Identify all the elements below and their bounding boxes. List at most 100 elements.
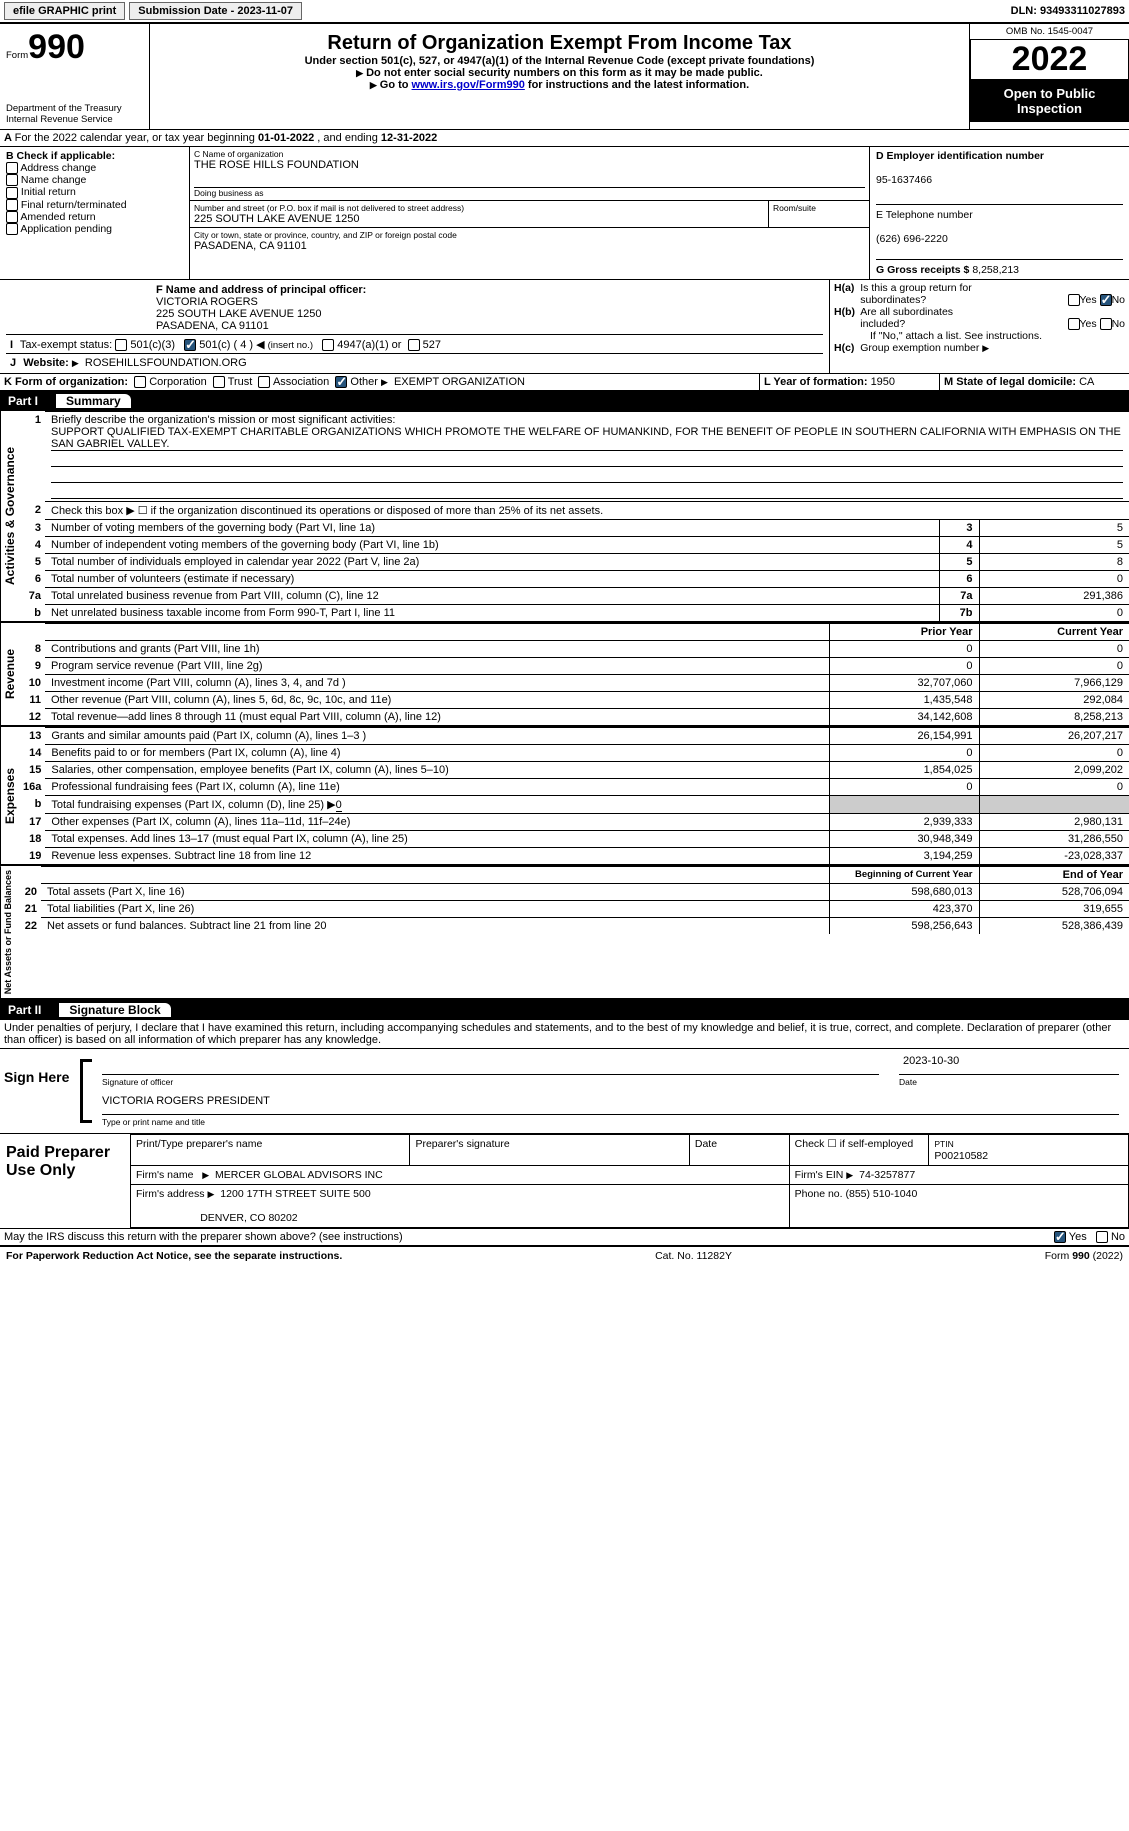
discuss-no[interactable] xyxy=(1096,1231,1108,1243)
jurat-text: Under penalties of perjury, I declare th… xyxy=(0,1020,1129,1049)
part2-header: Part II Signature Block xyxy=(0,1000,1129,1020)
officer-addr1: 225 SOUTH LAKE AVENUE 1250 xyxy=(156,308,322,320)
chk-assoc[interactable] xyxy=(258,376,270,388)
ein-value: 95-1637466 xyxy=(876,174,932,186)
row-3: 3Number of voting members of the governi… xyxy=(19,520,1129,537)
footer: For Paperwork Reduction Act Notice, see … xyxy=(0,1245,1129,1265)
row-7b: bNet unrelated business taxable income f… xyxy=(19,605,1129,622)
other-value: EXEMPT ORGANIZATION xyxy=(394,376,525,388)
b-label: B Check if applicable: xyxy=(6,150,115,162)
chk-initial-return[interactable] xyxy=(6,187,18,199)
chk-name-change[interactable] xyxy=(6,174,18,186)
row-4: 4Number of independent voting members of… xyxy=(19,537,1129,554)
chk-app-pending[interactable] xyxy=(6,223,18,235)
row-7a: 7aTotal unrelated business revenue from … xyxy=(19,588,1129,605)
omb-number: OMB No. 1545-0047 xyxy=(970,24,1129,39)
row-6: 6Total number of volunteers (estimate if… xyxy=(19,571,1129,588)
firm-ein: 74-3257877 xyxy=(859,1169,915,1181)
chk-corp[interactable] xyxy=(134,376,146,388)
officer-addr2: PASADENA, CA 91101 xyxy=(156,320,269,332)
ha-no[interactable] xyxy=(1100,294,1112,306)
row-17: 17Other expenses (Part IX, column (A), l… xyxy=(19,814,1129,831)
chk-4947[interactable] xyxy=(322,339,334,351)
city-label: City or town, state or province, country… xyxy=(194,230,865,240)
row-22: 22Net assets or fund balances. Subtract … xyxy=(15,918,1129,935)
tax-year: 2022 xyxy=(970,39,1129,80)
year-formation: 1950 xyxy=(871,376,895,388)
sign-here-label: Sign Here xyxy=(0,1049,80,1133)
toolbar: efile GRAPHIC print Submission Date - 20… xyxy=(0,0,1129,24)
firm-addr2: DENVER, CO 80202 xyxy=(200,1212,297,1224)
row-13: 13Grants and similar amounts paid (Part … xyxy=(19,728,1129,745)
revenue-section: Revenue Prior YearCurrent Year 8Contribu… xyxy=(0,621,1129,725)
ptin-label: PTIN xyxy=(934,1139,953,1149)
chk-527[interactable] xyxy=(408,339,420,351)
website-value: ROSEHILLSFOUNDATION.ORG xyxy=(85,357,247,369)
footer-mid: Cat. No. 11282Y xyxy=(655,1250,732,1262)
chk-amended[interactable] xyxy=(6,211,18,223)
dba-label: Doing business as xyxy=(194,187,865,198)
net-section: Net Assets or Fund Balances Beginning of… xyxy=(0,864,1129,1000)
chk-trust[interactable] xyxy=(213,376,225,388)
fh-block: F Name and address of principal officer:… xyxy=(0,280,1129,374)
phone-label: Phone no. xyxy=(795,1188,843,1200)
prep-h2: Preparer's signature xyxy=(410,1135,689,1166)
row-16a: 16aProfessional fundraising fees (Part I… xyxy=(19,779,1129,796)
m-label: M State of legal domicile: xyxy=(944,376,1079,388)
firm-addr1: 1200 17TH STREET SUITE 500 xyxy=(220,1188,370,1200)
d-label: D Employer identification number xyxy=(876,150,1044,162)
irs-link[interactable]: www.irs.gov/Form990 xyxy=(412,79,525,91)
ptin-value: P00210582 xyxy=(934,1150,988,1162)
prep-h4: Check ☐ if self-employed xyxy=(789,1135,929,1166)
dept-treasury: Department of the Treasury xyxy=(6,103,143,114)
ein-label: Firm's EIN xyxy=(795,1169,844,1181)
chk-501c[interactable] xyxy=(184,339,196,351)
expenses-section: Expenses 13Grants and similar amounts pa… xyxy=(0,725,1129,864)
row-15: 15Salaries, other compensation, employee… xyxy=(19,762,1129,779)
e-label: E Telephone number xyxy=(876,209,973,221)
name-label: Type or print name and title xyxy=(102,1117,1119,1127)
footer-left: For Paperwork Reduction Act Notice, see … xyxy=(6,1250,342,1262)
chk-501c3[interactable] xyxy=(115,339,127,351)
form-number: 990 xyxy=(28,28,85,66)
j-label: Website: xyxy=(23,357,69,369)
officer-name: VICTORIA ROGERS xyxy=(156,296,258,308)
row-19: 19Revenue less expenses. Subtract line 1… xyxy=(19,848,1129,865)
prep-h1: Print/Type preparer's name xyxy=(131,1135,410,1166)
l-label: L Year of formation: xyxy=(764,376,871,388)
room-label: Room/suite xyxy=(773,203,865,213)
street-label: Number and street (or P.O. box if mail i… xyxy=(194,203,764,213)
discuss-row: May the IRS discuss this return with the… xyxy=(0,1229,1129,1245)
signer-name: VICTORIA ROGERS PRESIDENT xyxy=(102,1095,1119,1115)
row-12: 12Total revenue—add lines 8 through 11 (… xyxy=(19,709,1129,726)
sub-date-label: Submission Date - xyxy=(138,5,237,17)
form-header: Form990 Department of the Treasury Inter… xyxy=(0,24,1129,130)
firm-name: MERCER GLOBAL ADVISORS INC xyxy=(215,1169,383,1181)
addr-label: Firm's address xyxy=(136,1188,205,1200)
submission-date-button[interactable]: Submission Date - 2023-11-07 xyxy=(129,2,302,20)
chk-final-return[interactable] xyxy=(6,199,18,211)
ha-yes[interactable] xyxy=(1068,294,1080,306)
side-rev: Revenue xyxy=(0,623,19,725)
side-exp: Expenses xyxy=(0,727,19,864)
sub-date-val: 2023-11-07 xyxy=(237,5,293,17)
i-label: Tax-exempt status: xyxy=(20,339,112,351)
header-block: B Check if applicable: Address change Na… xyxy=(0,147,1129,280)
sig-line[interactable] xyxy=(102,1055,879,1075)
hb-yes[interactable] xyxy=(1068,318,1080,330)
discuss-yes[interactable] xyxy=(1054,1231,1066,1243)
line-a: A For the 2022 calendar year, or tax yea… xyxy=(0,130,1129,147)
chk-other[interactable] xyxy=(335,376,347,388)
hb-note: If "No," attach a list. See instructions… xyxy=(834,330,1125,342)
street-value: 225 SOUTH LAKE AVENUE 1250 xyxy=(194,213,764,225)
hb-no[interactable] xyxy=(1100,318,1112,330)
discuss-text: May the IRS discuss this return with the… xyxy=(4,1231,403,1243)
chk-address-change[interactable] xyxy=(6,162,18,174)
dln: DLN: 93493311027893 xyxy=(1011,5,1125,17)
f-label: F Name and address of principal officer: xyxy=(156,284,366,296)
subtitle-1: Under section 501(c), 527, or 4947(a)(1)… xyxy=(160,55,959,67)
hdr-eoy: End of Year xyxy=(979,867,1129,884)
efile-print-button[interactable]: efile GRAPHIC print xyxy=(4,2,125,20)
open-public: Open to Public Inspection xyxy=(970,80,1129,122)
city-value: PASADENA, CA 91101 xyxy=(194,240,865,252)
